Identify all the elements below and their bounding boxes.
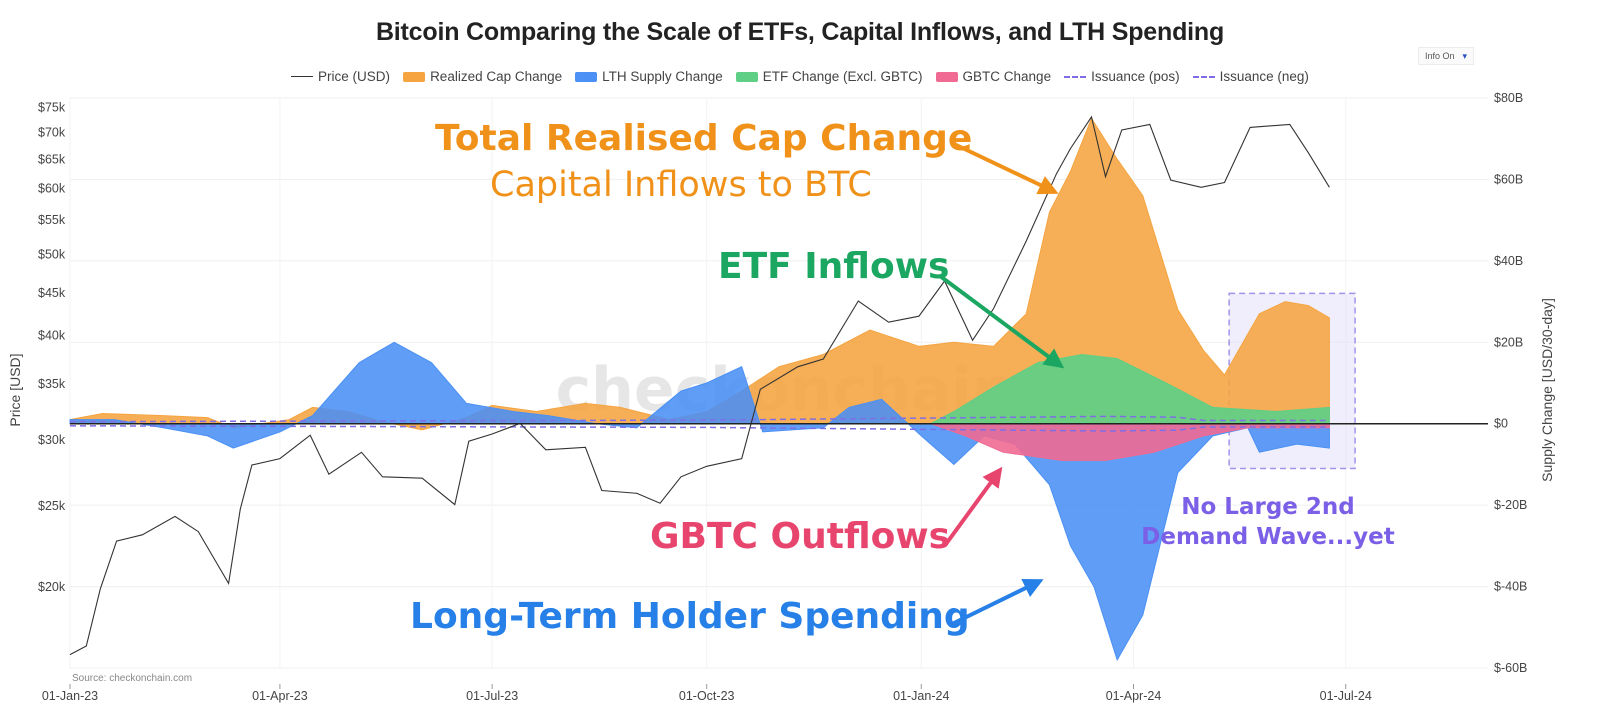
right-tick-label: $40B (1494, 254, 1523, 268)
right-tick-label: $60B (1494, 172, 1523, 186)
info-toggle-label: Info On (1425, 51, 1455, 61)
x-tick-label: 01-Jan-23 (42, 689, 98, 703)
x-tick-label: 01-Apr-24 (1106, 689, 1162, 703)
annotation-etf: ETF Inflows (718, 246, 950, 287)
legend-label: Issuance (neg) (1219, 69, 1309, 84)
etf-change-area (930, 353, 1330, 425)
legend-label: ETF Change (Excl. GBTC) (762, 69, 923, 84)
x-axis: 01-Jan-23 01-Apr-23 01-Jul-23 01-Oct-23 01-J… (42, 684, 1372, 703)
source-note: Source: checkonchain.com (72, 673, 192, 684)
left-tick-label: $35k (38, 377, 66, 391)
legend-swatch (935, 71, 958, 82)
right-tick-label: $-20B (1494, 498, 1527, 512)
legend-item[interactable]: LTH Supply Change (575, 69, 723, 84)
legend-label: LTH Supply Change (602, 69, 723, 84)
issuance-neg-line (69, 425, 1330, 432)
left-tick-label: $45k (38, 286, 66, 300)
annotation-no-wave-line1: No Large 2nd (1181, 494, 1355, 520)
legend-item[interactable]: Issuance (pos) (1064, 69, 1180, 84)
legend-item[interactable]: Realized Cap Change (403, 69, 562, 84)
legend: Price (USD) Realized Cap Change LTH Supply… (0, 69, 1600, 84)
price-line (69, 115, 1330, 656)
legend-label: Price (USD) (318, 69, 391, 84)
legend-swatch (1064, 75, 1087, 78)
legend-swatch (403, 71, 426, 82)
x-tick-label: 01-Jan-24 (893, 689, 949, 703)
chevron-down-icon: ▾ (1462, 50, 1467, 61)
annotation-gbtc: GBTC Outflows (650, 516, 951, 557)
left-tick-label: $55k (38, 213, 66, 227)
realised-arrow (951, 141, 1059, 195)
x-tick-label: 01-Apr-23 (252, 689, 308, 703)
legend-label: Issuance (pos) (1091, 69, 1180, 84)
gbtc-change-area (930, 423, 1330, 461)
legend-swatch (1192, 75, 1215, 78)
series-layer (69, 115, 1330, 662)
left-axis-label: Price [USD] (7, 353, 23, 426)
legend-label: Realized Cap Change (430, 69, 563, 84)
legend-item[interactable]: GBTC Change (935, 69, 1052, 84)
realized-cap-area (69, 117, 1330, 431)
right-tick-label: $80B (1494, 91, 1523, 105)
legend-item[interactable]: ETF Change (Excl. GBTC) (735, 69, 923, 84)
right-tick-label: $20B (1494, 335, 1523, 349)
legend-item[interactable]: Price (USD) (291, 69, 390, 84)
annotation-realised-title: Total Realised Cap Change (435, 118, 973, 159)
left-tick-label: $60k (38, 181, 66, 195)
info-toggle-dropdown[interactable]: Info On ▾ (1418, 47, 1474, 65)
left-tick-label: $20k (38, 580, 66, 594)
left-tick-label: $30k (38, 433, 66, 447)
left-tick-label: $70k (38, 126, 66, 140)
issuance-pos-line (69, 415, 1330, 423)
x-tick-label: 01-Jul-24 (1320, 689, 1372, 703)
legend-label: GBTC Change (962, 69, 1052, 84)
x-tick-label: 01-Jul-23 (466, 689, 518, 703)
legend-swatch (735, 71, 758, 82)
left-tick-label: $75k (38, 101, 66, 115)
legend-swatch (575, 71, 598, 82)
left-tick-label: $40k (38, 329, 66, 343)
right-tick-label: $0 (1494, 417, 1508, 431)
right-tick-label: $-60B (1494, 661, 1527, 675)
annotation-no-wave-line2: Demand Wave...yet (1141, 524, 1395, 550)
left-axis: $20k $25k $30k $35k $40k $45k $50k $55k $60k $65k… (38, 101, 66, 595)
right-axis-label: Supply Change [USD/30-day] (1539, 298, 1555, 482)
lth-arrow (949, 579, 1044, 627)
right-tick-label: $-40B (1494, 580, 1527, 594)
chart-title: Bitcoin Comparing the Scale of ETFs, Cap… (375, 18, 1225, 46)
annotation-lth: Long-Term Holder Spending (410, 596, 970, 637)
legend-item[interactable]: Issuance (neg) (1192, 69, 1309, 84)
legend-swatch (291, 76, 314, 77)
x-tick-label: 01-Oct-23 (679, 689, 735, 703)
left-tick-label: $50k (38, 248, 66, 262)
etf-arrow (938, 274, 1065, 369)
left-tick-label: $25k (38, 499, 66, 513)
right-axis: $-60B $-40B $-20B $0 $20B $40B $60B $80B (1494, 91, 1527, 675)
left-tick-label: $65k (38, 152, 66, 166)
gbtc-arrow (944, 466, 1003, 546)
annotation-realised-sub: Capital Inflows to BTC (490, 165, 872, 205)
